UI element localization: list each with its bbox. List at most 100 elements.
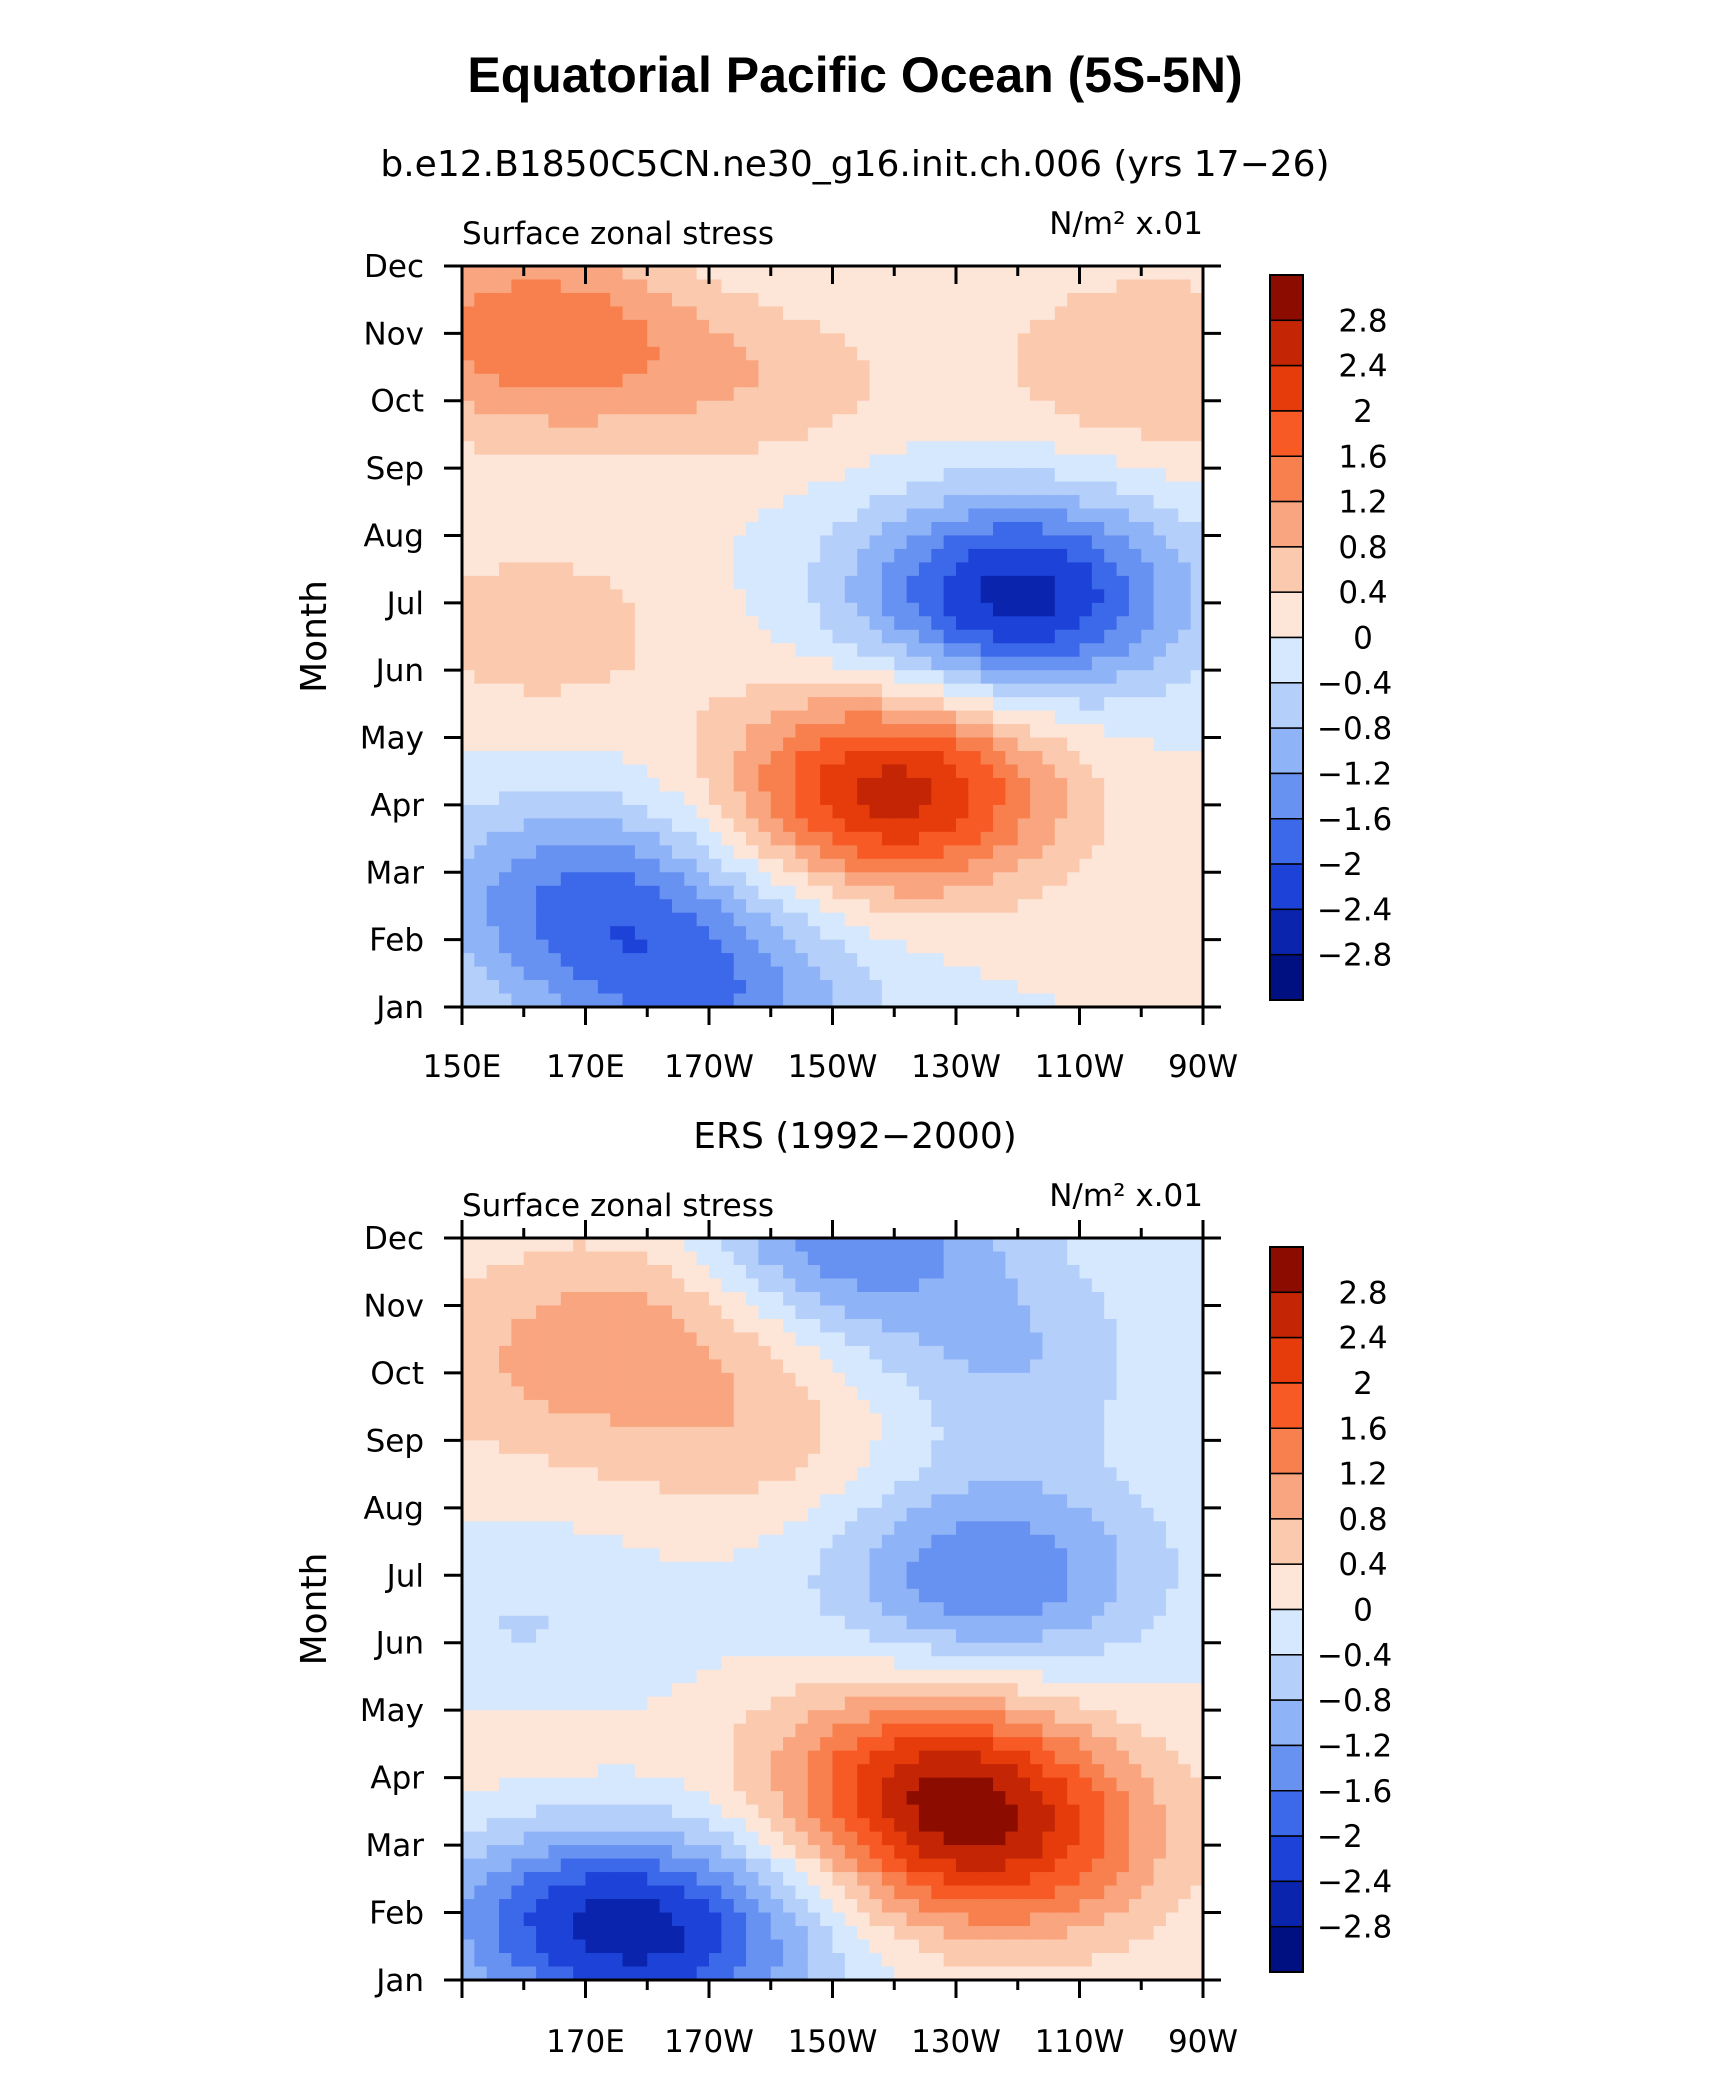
heat-cell (1091, 521, 1105, 537)
heat-cell (721, 1318, 735, 1334)
heat-cell (746, 1899, 759, 1914)
heat-cell (795, 562, 809, 577)
heat-cell (869, 926, 883, 941)
heat-cell (622, 751, 636, 766)
heat-cell (597, 562, 611, 577)
heat-cell (610, 777, 624, 793)
heat-cell (906, 414, 920, 429)
heat-cell (709, 481, 722, 496)
heat-cell (783, 656, 797, 671)
heat-cell (918, 441, 932, 456)
heat-cell (918, 643, 932, 658)
heat-cell (474, 1305, 488, 1320)
heat-cell (733, 710, 747, 725)
heat-cell (709, 441, 722, 456)
heat-cell (684, 1453, 698, 1468)
heat-cell (721, 1791, 735, 1806)
heat-cell (573, 1926, 587, 1941)
heat-cell (511, 1804, 525, 1819)
heat-cell (1128, 751, 1142, 766)
heat-cell (721, 818, 735, 833)
heat-cell (597, 858, 611, 873)
heat-cell (536, 831, 550, 846)
heat-cell (820, 751, 834, 766)
heat-cell (807, 697, 821, 712)
heat-cell (511, 1548, 525, 1563)
heat-cell (968, 266, 982, 281)
heat-cell (869, 616, 883, 631)
heat-cell (783, 508, 797, 523)
heat-cell (610, 764, 624, 779)
heat-cell (832, 495, 846, 510)
heat-cell (1091, 535, 1105, 550)
heat-cell (881, 414, 895, 429)
heat-cell (906, 885, 920, 900)
heat-cell (659, 387, 673, 402)
heat-cell (733, 858, 747, 873)
heat-cell (1042, 521, 1056, 537)
heat-cell (709, 1764, 722, 1779)
heat-cell (486, 912, 500, 927)
heat-cell (881, 966, 895, 981)
heat-cell (597, 899, 611, 914)
heat-cell (536, 535, 550, 550)
heat-cell (486, 1656, 500, 1671)
heat-cell (1153, 791, 1167, 806)
heat-cell (523, 804, 537, 819)
heat-cell (474, 1386, 488, 1401)
heat-cell (499, 1764, 512, 1779)
heat-cell (993, 441, 1006, 456)
heat-cell (523, 1615, 537, 1630)
heat-cell (474, 1615, 488, 1630)
heat-cell (659, 1602, 673, 1617)
heat-cell (881, 831, 895, 846)
heat-cell (671, 373, 685, 388)
heat-cell (1042, 589, 1056, 604)
heat-cell (536, 1858, 550, 1873)
heat-cell (634, 319, 648, 334)
heat-cell (795, 899, 809, 914)
heat-cell (696, 319, 710, 334)
heat-cell (956, 616, 969, 631)
heat-cell (1165, 535, 1179, 550)
heat-cell (770, 481, 784, 496)
heat-cell (857, 481, 871, 496)
heat-cell (993, 427, 1006, 442)
heat-cell (820, 818, 834, 833)
x-tick-label: 150W (788, 1049, 878, 1085)
heat-cell (696, 360, 710, 375)
heat-cell (1153, 818, 1167, 833)
heat-cell (832, 629, 846, 644)
heat-cell (1165, 508, 1179, 523)
heat-cell (733, 1413, 747, 1428)
heat-cell (709, 1278, 722, 1293)
heat-cell (696, 1723, 710, 1738)
heat-cell (758, 468, 772, 483)
heat-cell (1067, 845, 1081, 860)
heat-cell (1067, 939, 1081, 954)
heat-cell (474, 346, 488, 361)
heat-cell (1017, 751, 1031, 766)
heat-cell (536, 521, 550, 537)
heat-cell (857, 306, 871, 321)
heat-cell (795, 1858, 809, 1873)
heat-cell (548, 1278, 562, 1293)
heat-cell (1067, 926, 1081, 941)
heat-cell (647, 1899, 661, 1914)
heat-cell (634, 360, 648, 375)
heat-cell (684, 1737, 698, 1752)
heat-cell (462, 1872, 475, 1887)
heat-cell (832, 266, 846, 281)
heat-cell (499, 1669, 512, 1684)
heat-cell (671, 912, 685, 927)
heat-cell (560, 1264, 574, 1280)
heat-cell (622, 1696, 636, 1711)
heat-cell (770, 1669, 784, 1684)
heat-cell (894, 899, 908, 914)
heat-cell (659, 872, 673, 887)
heat-cell (1128, 777, 1142, 793)
heat-cell (1178, 872, 1192, 887)
heat-cell (1190, 360, 1204, 375)
heat-cell (807, 1777, 821, 1792)
heat-cell (795, 575, 809, 590)
